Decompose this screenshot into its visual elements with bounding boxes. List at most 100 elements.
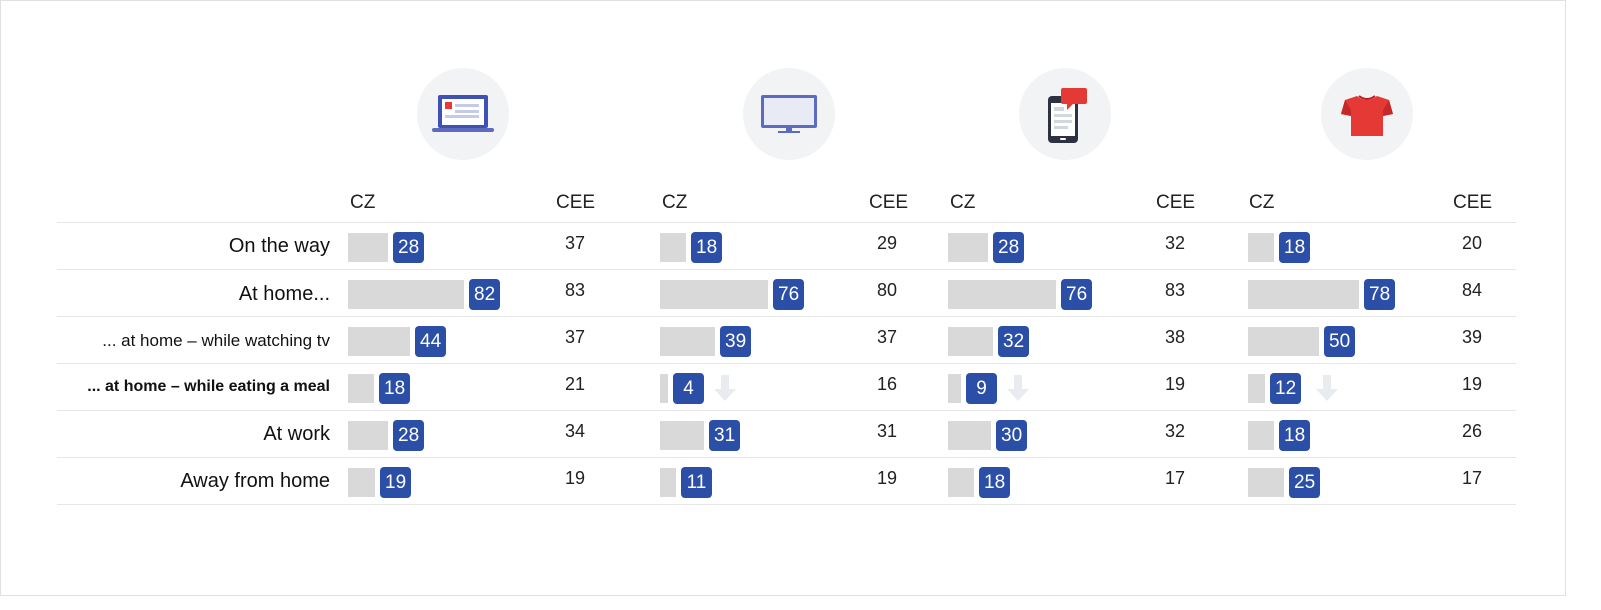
cz-bar bbox=[660, 374, 668, 403]
cz-bar bbox=[1248, 421, 1274, 450]
cz-value-badge: 31 bbox=[709, 420, 741, 451]
cz-bar bbox=[660, 233, 686, 262]
tv-monitor-icon bbox=[761, 95, 817, 133]
cz-bar bbox=[1248, 468, 1284, 497]
col-header-cee-shirt: CEE bbox=[1453, 192, 1493, 213]
cz-value-badge: 28 bbox=[393, 420, 425, 451]
cee-value: 38 bbox=[1164, 327, 1186, 347]
col-header-cz-shirt: CZ bbox=[1249, 192, 1275, 213]
cz-value-badge: 28 bbox=[993, 232, 1025, 263]
row-label-watching-tv: ... at home – while watching tv bbox=[102, 331, 330, 350]
cee-value: 20 bbox=[1461, 233, 1483, 253]
cee-value: 17 bbox=[1164, 468, 1186, 488]
row-divider bbox=[57, 457, 1516, 458]
cz-value-badge: 28 bbox=[393, 232, 425, 263]
cz-value-badge: 50 bbox=[1324, 326, 1356, 357]
cee-value: 29 bbox=[876, 233, 898, 253]
cee-value: 83 bbox=[564, 280, 586, 300]
down-arrow-icon bbox=[1316, 375, 1338, 401]
cee-value: 32 bbox=[1164, 421, 1186, 441]
cz-bar bbox=[1248, 327, 1319, 356]
cee-value: 19 bbox=[1461, 374, 1483, 394]
cee-value: 19 bbox=[876, 468, 898, 488]
cz-bar bbox=[660, 280, 768, 309]
col-header-cz-tv: CZ bbox=[662, 192, 688, 213]
cz-value-badge: 30 bbox=[996, 420, 1028, 451]
col-header-cz-phone: CZ bbox=[950, 192, 976, 213]
cz-value-badge: 25 bbox=[1289, 467, 1321, 498]
cz-value-badge: 18 bbox=[691, 232, 723, 263]
cz-bar bbox=[660, 327, 715, 356]
cee-value: 37 bbox=[564, 327, 586, 347]
cz-value-badge: 76 bbox=[773, 279, 805, 310]
cz-bar bbox=[948, 421, 991, 450]
tv-monitor-icon-circle bbox=[743, 68, 835, 160]
cee-value: 21 bbox=[564, 374, 586, 394]
cz-bar bbox=[1248, 233, 1274, 262]
cee-value: 19 bbox=[1164, 374, 1186, 394]
cee-value: 34 bbox=[564, 421, 586, 441]
cee-value: 19 bbox=[564, 468, 586, 488]
row-label-at-work: At work bbox=[263, 423, 330, 445]
cz-value-badge: 44 bbox=[415, 326, 447, 357]
cz-value-badge: 12 bbox=[1270, 373, 1302, 404]
tshirt-icon bbox=[1341, 95, 1393, 136]
cee-value: 80 bbox=[876, 280, 898, 300]
col-header-cee-laptop: CEE bbox=[556, 192, 596, 213]
row-divider bbox=[57, 363, 1516, 364]
cz-bar bbox=[348, 468, 375, 497]
cz-bar bbox=[348, 233, 388, 262]
col-header-cz-laptop: CZ bbox=[350, 192, 376, 213]
cz-bar bbox=[348, 280, 464, 309]
cee-value: 37 bbox=[564, 233, 586, 253]
smartphone-icon-circle bbox=[1019, 68, 1111, 160]
smartphone-icon bbox=[1048, 88, 1087, 143]
cee-value: 39 bbox=[1461, 327, 1483, 347]
cz-value-badge: 82 bbox=[469, 279, 501, 310]
cz-value-badge: 76 bbox=[1061, 279, 1093, 310]
row-divider bbox=[57, 410, 1516, 411]
cz-bar bbox=[948, 374, 961, 403]
col-header-cee-phone: CEE bbox=[1156, 192, 1196, 213]
cee-value: 32 bbox=[1164, 233, 1186, 253]
cz-bar bbox=[348, 374, 374, 403]
cee-value: 31 bbox=[876, 421, 898, 441]
laptop-icon-circle bbox=[417, 68, 509, 160]
row-divider bbox=[57, 316, 1516, 317]
cz-bar bbox=[1248, 374, 1265, 403]
cz-value-badge: 18 bbox=[979, 467, 1011, 498]
cz-bar bbox=[348, 327, 410, 356]
cee-value: 16 bbox=[876, 374, 898, 394]
cee-value: 17 bbox=[1461, 468, 1483, 488]
down-arrow-icon bbox=[714, 375, 736, 401]
cz-value-badge: 9 bbox=[966, 373, 997, 404]
cz-value-badge: 4 bbox=[673, 373, 704, 404]
cz-value-badge: 18 bbox=[1279, 232, 1311, 263]
cz-bar bbox=[948, 233, 988, 262]
cz-bar bbox=[660, 468, 676, 497]
cz-bar bbox=[948, 280, 1056, 309]
cz-value-badge: 18 bbox=[1279, 420, 1311, 451]
cz-bar bbox=[948, 468, 974, 497]
cz-value-badge: 32 bbox=[998, 326, 1030, 357]
cz-value-badge: 39 bbox=[720, 326, 752, 357]
cee-value: 83 bbox=[1164, 280, 1186, 300]
cee-value: 26 bbox=[1461, 421, 1483, 441]
cz-bar bbox=[348, 421, 388, 450]
cz-value-badge: 19 bbox=[380, 467, 412, 498]
col-header-cee-tv: CEE bbox=[869, 192, 909, 213]
cz-bar bbox=[948, 327, 993, 356]
row-label-on-the-way: On the way bbox=[228, 235, 330, 257]
down-arrow-icon bbox=[1007, 375, 1029, 401]
row-divider bbox=[57, 269, 1516, 270]
row-label-at-home: At home... bbox=[238, 283, 330, 305]
cee-value: 37 bbox=[876, 327, 898, 347]
cee-value: 84 bbox=[1461, 280, 1483, 300]
tshirt-icon-circle bbox=[1321, 68, 1413, 160]
laptop-icon bbox=[432, 95, 494, 132]
row-divider bbox=[57, 222, 1516, 223]
row-label-eating-meal: ... at home – while eating a meal bbox=[87, 378, 330, 395]
row-label-away-from-home: Away from home bbox=[180, 470, 330, 492]
cz-value-badge: 11 bbox=[681, 467, 712, 498]
row-divider bbox=[57, 504, 1516, 505]
